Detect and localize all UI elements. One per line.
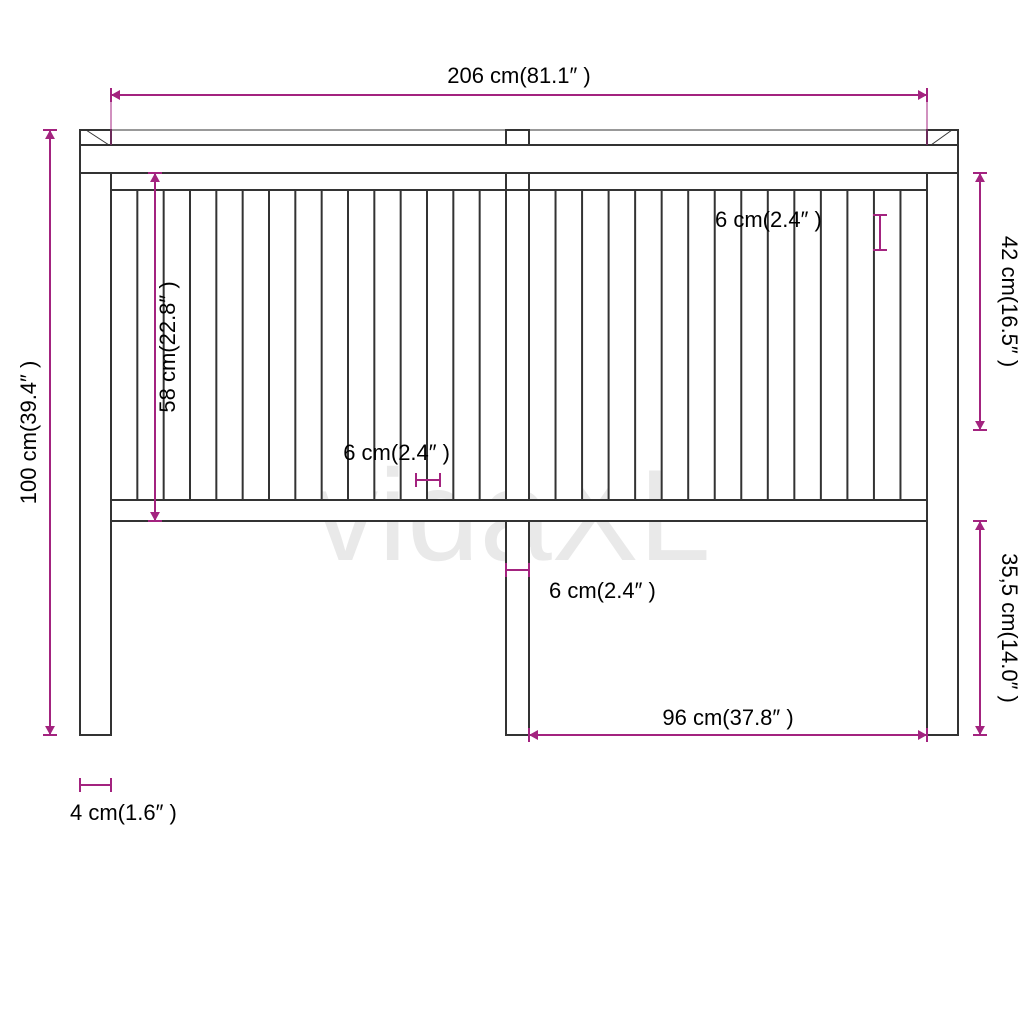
slat xyxy=(874,190,901,500)
top-rail xyxy=(80,145,958,173)
dim-lower-right: 35,5 cm(14.0″ ) xyxy=(997,553,1022,703)
center-post xyxy=(506,130,529,735)
slat xyxy=(295,190,321,500)
slat xyxy=(243,190,269,500)
bottom-rail xyxy=(111,500,927,521)
left-post xyxy=(80,130,111,735)
slat xyxy=(190,190,216,500)
slat xyxy=(662,190,689,500)
slat xyxy=(715,190,742,500)
dim-slat-width: 6 cm(2.4″ ) xyxy=(343,440,450,465)
dim-total-height: 100 cm(39.4″ ) xyxy=(16,361,41,505)
dim-center-post: 6 cm(2.4″ ) xyxy=(549,578,656,603)
dim-upper-right: 42 cm(16.5″ ) xyxy=(997,236,1022,367)
dim-panel-height: 58 cm(22.8″ ) xyxy=(155,281,180,412)
slat xyxy=(453,190,479,500)
dim-top-rail-gap: 6 cm(2.4″ ) xyxy=(715,207,822,232)
dim-post-depth: 4 cm(1.6″ ) xyxy=(70,800,177,825)
slat xyxy=(556,190,583,500)
right-post xyxy=(927,130,958,735)
dim-total-width: 206 cm(81.1″ ) xyxy=(447,63,591,88)
slat xyxy=(821,190,848,500)
slat xyxy=(609,190,636,500)
dim-half-width: 96 cm(37.8″ ) xyxy=(662,705,793,730)
slat xyxy=(768,190,795,500)
